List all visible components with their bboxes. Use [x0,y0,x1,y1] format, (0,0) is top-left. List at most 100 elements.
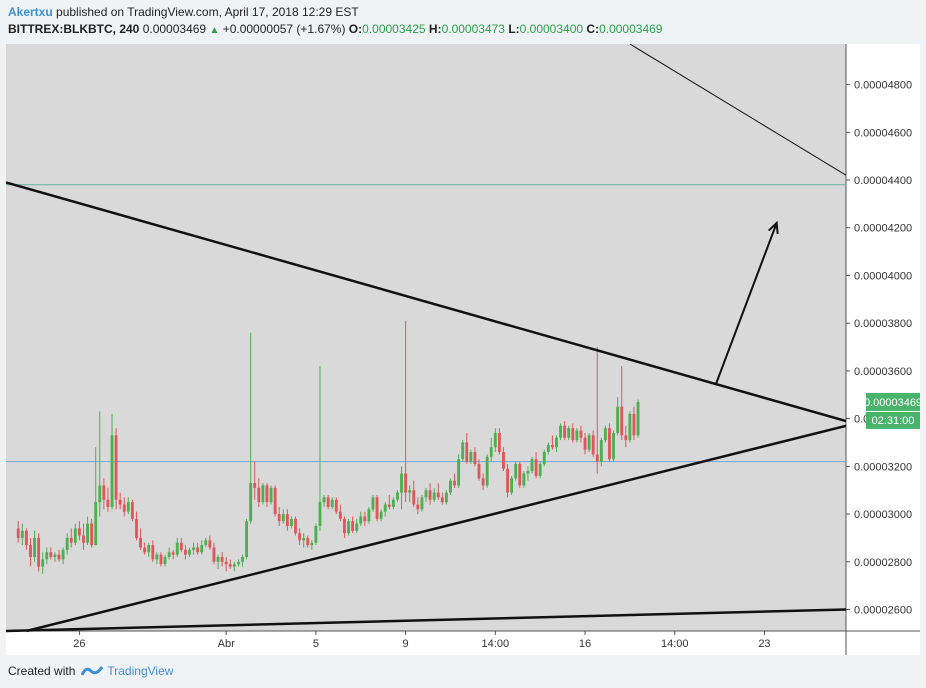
candle-body [281,514,285,522]
candle-body [449,480,452,493]
price-change: +0.00000057 (+1.67%) [222,22,346,36]
candle-body [599,440,603,462]
candle-body [37,537,41,567]
candle-body [497,432,501,453]
trendline [6,181,846,423]
candle-body [163,557,167,565]
y-tick-label: 0.00004200 [854,223,912,235]
trendline [6,608,846,633]
candle-body [98,485,102,503]
candle-body [151,545,155,560]
candlestick-chart[interactable]: 0.00002600 0.00002800 0.00003000 0.00003200… [6,44,922,655]
candle-body [591,435,595,455]
candle-body [379,511,383,519]
tradingview-link[interactable]: TradingView [81,664,173,678]
close-label: C: [586,22,600,36]
candle-body [208,540,212,548]
candle-body [371,497,375,510]
candle-body [567,428,571,438]
candle-body [343,518,346,534]
candle-body [412,490,416,505]
candle-body [481,478,485,486]
candle-body [575,430,579,441]
candle-body [595,454,599,462]
x-tick-label: 14:00 [482,638,510,650]
current-price-label: 0.00003469 [864,397,920,409]
candle-body [338,511,342,519]
candle-body [355,523,359,531]
candle-body [518,463,522,486]
candle-body [204,540,208,546]
candle-body [106,499,110,507]
candle-body [404,473,408,493]
candle-body [310,542,314,546]
x-tick-label: Abr [218,638,235,650]
candle-body [16,528,20,538]
candle-body [387,504,391,507]
candle-body [367,509,371,522]
candle-body [277,514,281,522]
candle-body [616,406,620,433]
candle-body [143,547,147,553]
candle-body [514,463,518,479]
candle-body [477,463,481,479]
y-tick-label: 0.00004000 [854,270,912,282]
symbol-label: BITTREX:BLKBTC, 240 [8,22,140,36]
candle-body [628,413,632,441]
candle-body [493,432,497,448]
candle-body [624,435,628,441]
candle-body [232,564,236,567]
candle-body [179,542,183,550]
tradingview-logo-icon [81,666,104,676]
candle-body [440,497,444,503]
y-tick-label: 0.00003800 [854,318,912,330]
countdown-label: 02:31:00 [872,415,915,427]
candle-body [192,547,195,550]
arrow-head [768,220,779,235]
candle-body [73,528,77,543]
candle-body [542,452,546,464]
author-link[interactable]: Akertxu [8,5,53,19]
y-tick-label: 0.00003200 [854,461,912,473]
candle-body [188,549,191,555]
candle-body [489,447,493,457]
candle-body [175,542,179,555]
candle-body [139,537,142,548]
candle-body [183,549,187,555]
candle-body [82,535,85,543]
candle-body [265,485,269,503]
candle-body [57,554,61,560]
candle-body [241,557,244,562]
last-price: 0.00003469 [142,22,207,36]
candle-body [314,526,318,543]
candle-body [86,523,89,543]
candle-body [416,504,420,510]
candle-body [155,554,159,560]
candle-body [212,547,216,562]
x-tick-label: 16 [579,638,591,650]
candle-body [330,499,334,507]
brand-label: TradingView [107,664,174,678]
candle-body [612,432,615,460]
chart-container[interactable]: 0.00002600 0.00002800 0.00003000 0.00003200… [6,44,922,655]
x-tick-label: 14:00 [661,638,689,650]
candle-body [41,559,45,567]
candle-body [534,459,538,476]
low-label: L: [508,22,520,36]
candle-body [502,452,505,469]
candle-body [326,497,330,507]
candle-body [363,516,367,522]
candle-body [294,518,297,534]
candle-body [510,478,514,493]
candle-body [587,435,591,450]
trendline [629,44,846,176]
chart-header: Akertxu published on TradingView.com, Ap… [8,4,918,38]
candle-body [453,480,456,486]
candle-body [396,492,399,500]
countdown-box [866,411,920,429]
current-price-box [866,392,920,411]
candle-body [400,473,403,493]
candle-body [632,413,636,436]
y-tick-label: 0.00003600 [854,366,912,378]
candle-body [522,473,526,486]
